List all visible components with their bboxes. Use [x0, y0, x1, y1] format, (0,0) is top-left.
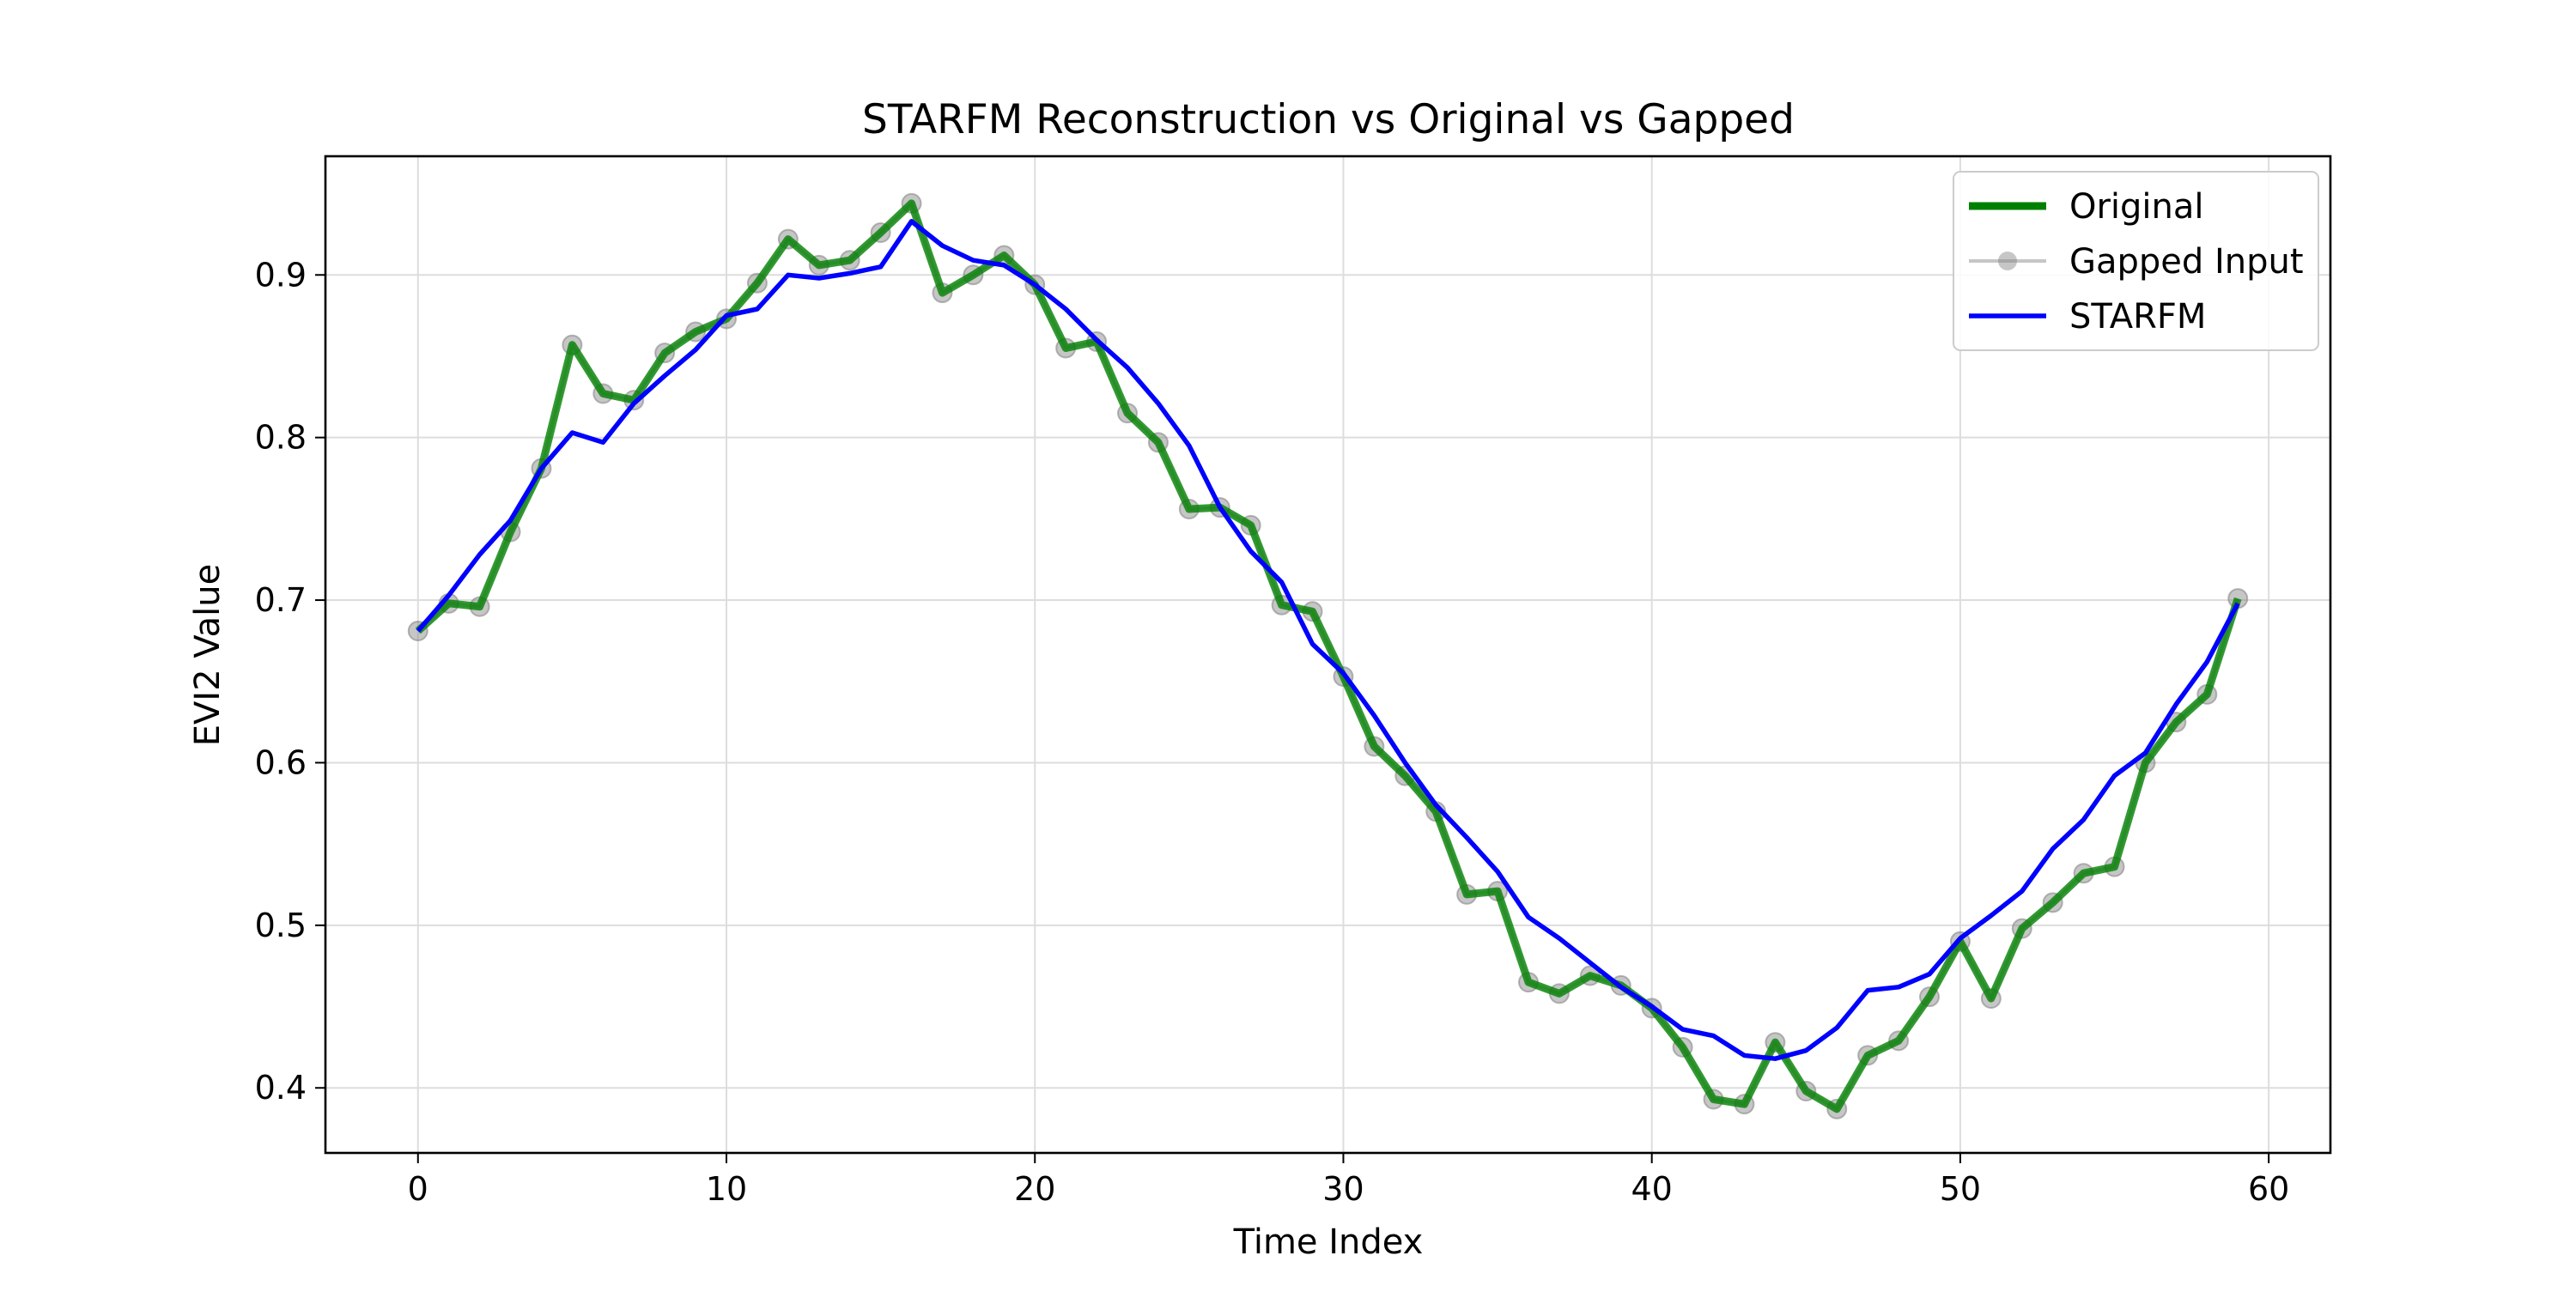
- y-axis-label: EVI2 Value: [188, 564, 228, 746]
- y-tick-label: 0.8: [255, 419, 307, 457]
- y-tick-label: 0.4: [255, 1069, 307, 1107]
- legend-gapped-input-marker: [1998, 252, 2017, 270]
- ticks: 0 10 20 30 40 50 60 0.4 0.5 0.6 0.7 0.8 0.9: [255, 256, 2290, 1208]
- legend-gapped-input-label: Gapped Input: [2069, 242, 2304, 282]
- plot-frame: [324, 155, 2332, 1155]
- x-tick-label: 60: [2248, 1170, 2289, 1208]
- legend-starfm-label: STARFM: [2069, 297, 2206, 337]
- legend: Original Gapped Input STARFM: [1953, 171, 2319, 351]
- y-tick-label: 0.9: [255, 256, 307, 294]
- y-tick-label: 0.7: [255, 581, 307, 619]
- legend-original-label: Original: [2069, 187, 2204, 227]
- x-tick-label: 30: [1322, 1170, 1364, 1208]
- starfm-line: [416, 219, 2240, 1061]
- y-tick-label: 0.5: [255, 907, 307, 944]
- x-tick-label: 0: [408, 1170, 428, 1208]
- x-tick-label: 20: [1014, 1170, 1055, 1208]
- series-layer: [407, 192, 2249, 1119]
- legend-box: [1953, 171, 2319, 351]
- x-tick-label: 10: [706, 1170, 747, 1208]
- chart-title: STARFM Reconstruction vs Original vs Gap…: [862, 96, 1795, 143]
- grid: [325, 156, 2330, 1153]
- x-tick-label: 40: [1631, 1170, 1673, 1208]
- x-axis-label: Time Index: [1233, 1222, 1424, 1262]
- x-tick-label: 50: [1940, 1170, 1981, 1208]
- y-tick-label: 0.6: [255, 743, 307, 781]
